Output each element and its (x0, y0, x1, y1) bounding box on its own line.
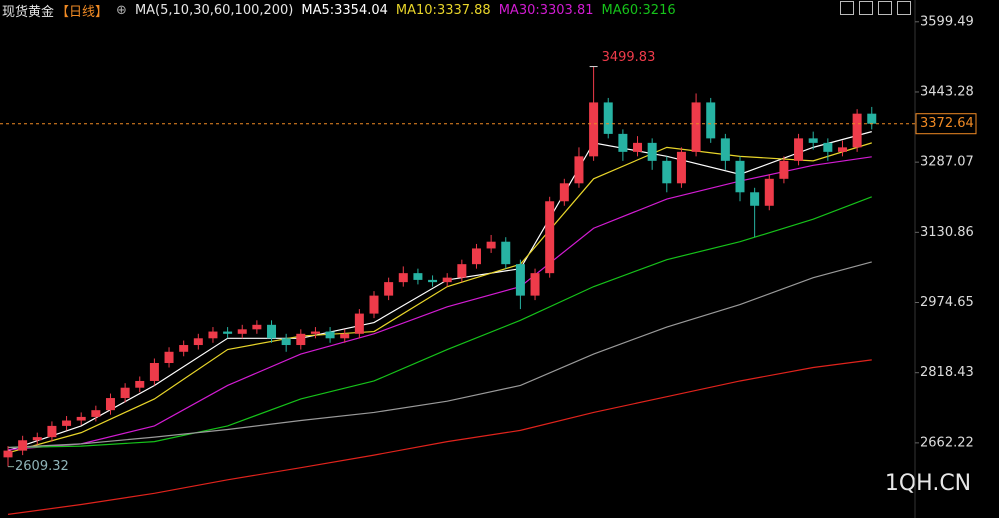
tool-button[interactable] (897, 1, 911, 15)
candle-body (32, 437, 42, 441)
candle-body (633, 142, 643, 152)
candle-body (384, 282, 394, 296)
ma-line (7, 196, 872, 449)
candle-body (105, 398, 115, 411)
candle-body (193, 338, 203, 346)
candle-body (354, 313, 364, 334)
candle-body (428, 279, 438, 283)
candle-body (764, 178, 774, 206)
y-tick-label: 3287.07 (920, 155, 974, 170)
y-tick-label: 2974.65 (920, 295, 974, 310)
candle-body (618, 133, 628, 152)
candle-body (208, 331, 218, 339)
ma-label[interactable]: MA(5,10,30,60,100,200) (134, 2, 294, 18)
tool-button[interactable] (859, 1, 873, 15)
ma-line (7, 261, 872, 449)
legend: 现货黄金 【日线】 ⊕ MA(5,10,30,60,100,200) MA5:3… (2, 1, 676, 20)
tool-button[interactable] (840, 1, 854, 15)
candle-body (252, 324, 262, 330)
candle-body (647, 142, 657, 161)
candle-body (530, 273, 540, 296)
legend-entry[interactable]: MA60:3216 (601, 2, 676, 18)
candle-body (369, 295, 379, 314)
candle-body (559, 183, 569, 202)
low-annotation: 2609.32 (15, 459, 69, 474)
candle-body (267, 324, 277, 339)
candle-body (574, 156, 584, 184)
candle-body (837, 147, 847, 152)
candle-body (808, 138, 818, 143)
period[interactable]: 【日线】 (56, 4, 109, 20)
candle-body (457, 264, 467, 278)
candle-body (545, 201, 555, 274)
candle-body (471, 248, 481, 265)
y-tick-label: 2818.43 (920, 365, 974, 380)
candle-body (223, 331, 233, 334)
legend-entry[interactable]: MA30:3303.81 (498, 2, 594, 18)
y-tick-label: 3443.28 (920, 84, 974, 99)
candle-body (720, 138, 730, 161)
candle-body (515, 264, 525, 296)
candle-body (3, 450, 13, 458)
candle-body (750, 192, 760, 206)
candle-body (149, 363, 159, 381)
candle-body (413, 273, 423, 280)
candle-body (398, 273, 408, 283)
high-annotation: 3499.83 (602, 50, 656, 65)
legend-entry[interactable]: MA10:3337.88 (395, 2, 491, 18)
candle-body (691, 102, 701, 152)
period-toggle[interactable]: ⊕ (116, 2, 127, 18)
instrument-title[interactable]: 现货黄金 (2, 4, 55, 20)
y-tick-label: 2662.22 (920, 435, 974, 450)
candle-body (867, 113, 877, 124)
y-tick-label: 3130.86 (920, 225, 974, 240)
candle-body (47, 425, 57, 438)
candle-body (589, 102, 599, 157)
candle-body (310, 331, 320, 334)
candle-body (823, 142, 833, 152)
legend-entry[interactable]: MA5:3354.04 (301, 2, 388, 18)
candle-body (76, 416, 86, 421)
candle-body (603, 102, 613, 134)
candle-body (676, 151, 686, 184)
candle-body (735, 160, 745, 193)
candle-body (794, 138, 804, 161)
candle-body (18, 440, 28, 451)
last-price-label: 3372.64 (920, 116, 974, 131)
candle-body (442, 277, 452, 283)
candle-body (91, 410, 101, 417)
candle-body (237, 329, 247, 334)
candle-body (325, 331, 335, 339)
tool-button[interactable] (878, 1, 892, 15)
candle-body (281, 338, 291, 346)
candle-body (706, 102, 716, 139)
y-tick-label: 3599.49 (920, 14, 974, 29)
candle-body (662, 160, 672, 184)
last-price-box (915, 113, 977, 135)
candle-body (179, 345, 189, 352)
candle-body (135, 380, 145, 388)
candle-body (164, 351, 174, 364)
candle-body (296, 333, 306, 346)
candle-body (340, 333, 350, 339)
candle-body (120, 387, 130, 399)
ma-line (7, 359, 872, 516)
watermark: 1QH.CN (885, 471, 971, 496)
candle-body (852, 113, 862, 148)
candle-body (486, 241, 496, 249)
candle-body (62, 420, 72, 426)
candle-body (501, 241, 511, 265)
candle-body (779, 160, 789, 179)
